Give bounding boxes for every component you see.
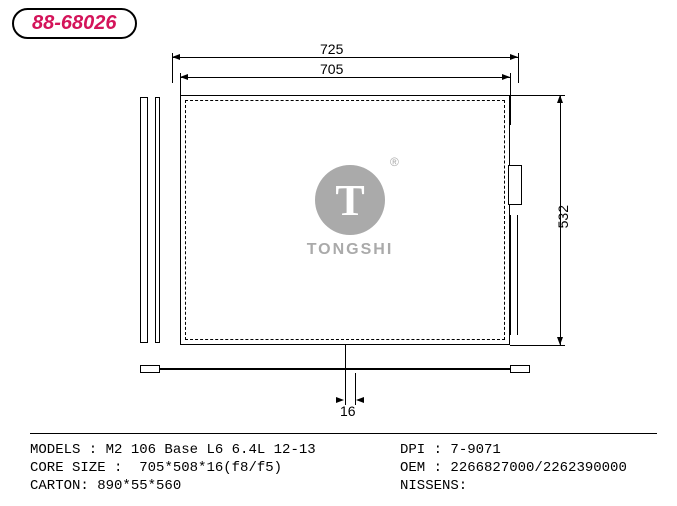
models-row: MODELS : M2 106 Base L6 6.4L 12-13 bbox=[30, 442, 400, 458]
models-label: MODELS : bbox=[30, 442, 97, 458]
dim-line-725 bbox=[172, 57, 518, 58]
oem-label: OEM : bbox=[400, 460, 442, 476]
oem-value: 2266827000/2262390000 bbox=[450, 460, 626, 476]
brand-logo-circle: T bbox=[315, 165, 385, 235]
dimension-width-outer: 725 bbox=[320, 41, 343, 57]
ext-line bbox=[510, 73, 511, 125]
dpi-label: DPI : bbox=[400, 442, 442, 458]
bottom-view-tube bbox=[160, 368, 510, 370]
side-view-left-2 bbox=[155, 97, 160, 343]
core-label: CORE SIZE : bbox=[30, 460, 122, 476]
fitting-right bbox=[508, 165, 522, 205]
ext-line bbox=[510, 345, 565, 346]
ext-line bbox=[345, 345, 346, 405]
technical-drawing: 725 705 532 16 T TONGSHI ® bbox=[0, 45, 677, 425]
nissens-row: NISSENS: bbox=[400, 478, 657, 494]
part-number-badge: 88-68026 bbox=[12, 8, 137, 39]
carton-value: 890*55*560 bbox=[97, 478, 181, 494]
side-view-left-1 bbox=[140, 97, 148, 343]
spec-table: MODELS : M2 106 Base L6 6.4L 12-13 DPI :… bbox=[30, 433, 657, 494]
dimension-height: 532 bbox=[555, 205, 571, 228]
carton-label: CARTON: bbox=[30, 478, 89, 494]
core-value: 705*508*16(f8/f5) bbox=[139, 460, 282, 476]
arrow-icon bbox=[180, 74, 188, 80]
part-number-text: 88-68026 bbox=[32, 12, 117, 34]
tube-right bbox=[510, 215, 518, 335]
nissens-label: NISSENS: bbox=[400, 478, 467, 494]
arrow-icon bbox=[356, 397, 364, 403]
carton-row: CARTON: 890*55*560 bbox=[30, 478, 400, 494]
bottom-view-endcap-right bbox=[510, 365, 530, 373]
arrow-icon bbox=[172, 54, 180, 60]
brand-name: TONGSHI bbox=[295, 241, 405, 259]
dim-line-705 bbox=[180, 77, 510, 78]
ext-line bbox=[518, 53, 519, 83]
arrow-icon bbox=[510, 54, 518, 60]
brand-watermark: T TONGSHI bbox=[295, 165, 405, 259]
ext-line bbox=[510, 95, 565, 96]
oem-row: OEM : 2266827000/2262390000 bbox=[400, 460, 657, 476]
models-value: M2 106 Base L6 6.4L 12-13 bbox=[106, 442, 316, 458]
ext-line bbox=[172, 53, 173, 83]
brand-logo-letter: T bbox=[335, 175, 364, 226]
dimension-width-inner: 705 bbox=[320, 61, 343, 77]
arrow-icon bbox=[502, 74, 510, 80]
dpi-row: DPI : 7-9071 bbox=[400, 442, 657, 458]
dimension-depth: 16 bbox=[340, 403, 356, 419]
registered-mark: ® bbox=[390, 155, 399, 169]
bottom-view-endcap-left bbox=[140, 365, 160, 373]
core-row: CORE SIZE : 705*508*16(f8/f5) bbox=[30, 460, 400, 476]
dpi-value: 7-9071 bbox=[450, 442, 500, 458]
arrow-icon bbox=[557, 337, 563, 345]
arrow-icon bbox=[557, 95, 563, 103]
